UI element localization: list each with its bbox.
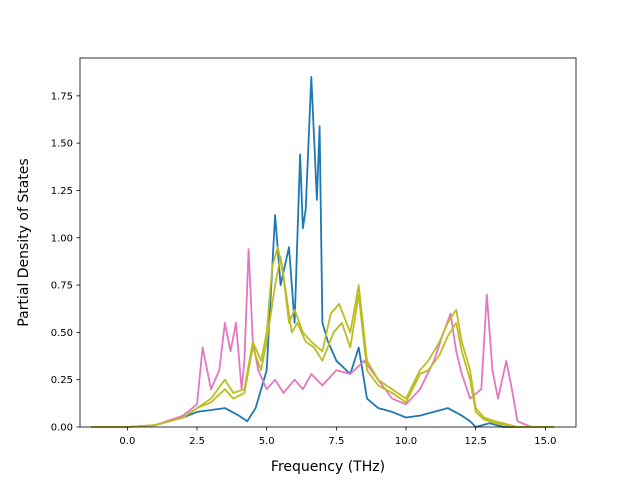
x-tick-label: 15.0 [534, 436, 556, 447]
x-tick-label: 0.0 [119, 436, 135, 447]
y-tick-label: 0.75 [51, 281, 73, 292]
series-line-2 [91, 246, 554, 428]
y-axis-ticks: 0.00 0.25 0.50 0.75 1.00 1.25 1.50 1.75 [51, 91, 80, 434]
x-tick-label: 5.0 [259, 436, 275, 447]
x-axis-ticks: 0.0 2.5 5.0 7.5 10.0 12.5 15.0 [119, 427, 556, 447]
x-axis-label: Frequency (THz) [271, 459, 385, 475]
y-tick-label: 1.25 [51, 186, 73, 197]
y-tick-label: 1.50 [51, 139, 73, 150]
plot-frame [79, 57, 577, 428]
y-tick-label: 0.50 [51, 328, 73, 339]
y-tick-label: 0.25 [51, 375, 73, 386]
series-line-0 [91, 76, 554, 428]
series-line-3 [91, 255, 554, 428]
y-tick-label: 1.00 [51, 233, 73, 244]
x-tick-label: 12.5 [465, 436, 487, 447]
y-tick-label: 0.00 [51, 423, 73, 434]
y-tick-label: 1.75 [51, 91, 73, 102]
x-tick-label: 2.5 [189, 436, 205, 447]
series-layer [91, 76, 554, 428]
y-axis-label: Partial Density of States [16, 158, 32, 326]
x-tick-label: 10.0 [395, 436, 417, 447]
series-line-1 [91, 248, 554, 428]
x-tick-label: 7.5 [328, 436, 344, 447]
